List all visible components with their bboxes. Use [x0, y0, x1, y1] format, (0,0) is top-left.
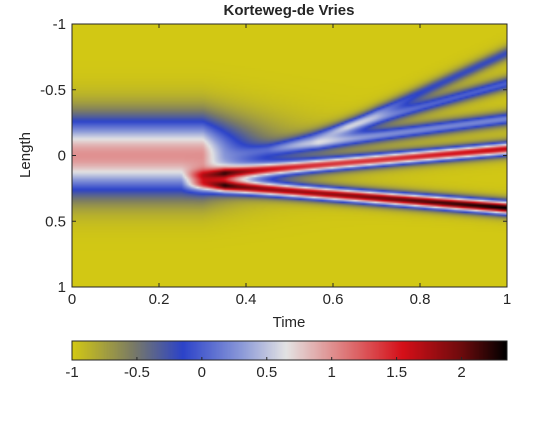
colorbar-tick-label: -1	[65, 364, 78, 381]
y-tick-label: 0	[58, 148, 66, 165]
chart-title: Korteweg-de Vries	[224, 2, 355, 19]
x-tick-label: 0.6	[323, 291, 344, 308]
colorbar-tick-label: 1.5	[386, 364, 407, 381]
plot-area	[71, 23, 508, 288]
colorbar-frame	[71, 340, 508, 361]
x-tick-label: 0.8	[410, 291, 431, 308]
heatmap-image	[72, 24, 507, 287]
y-tick-label: 0.5	[45, 213, 66, 230]
colorbar-tick-label: 2	[457, 364, 465, 381]
y-axis-label: Length	[17, 132, 34, 178]
colorbar-tick-label: 1	[328, 364, 336, 381]
colorbar-tick-label: 0.5	[256, 364, 277, 381]
colorbar-gradient	[72, 341, 507, 360]
y-axis: -1 -0.5 0 0.5 1	[40, 16, 507, 296]
x-axis-label: Time	[273, 314, 306, 331]
y-tick-label: -1	[53, 16, 66, 33]
x-tick-label: 1	[503, 291, 511, 308]
y-tick-label: 1	[58, 279, 66, 296]
x-tick-label: 0	[68, 291, 76, 308]
x-tick-label: 0.4	[236, 291, 257, 308]
colorbar-ticks: -1 -0.5 0 0.5 1 1.5 2	[65, 357, 466, 381]
x-tick-label: 0.2	[149, 291, 170, 308]
x-axis: 0 0.2 0.4 0.6 0.8 1	[68, 24, 511, 308]
colorbar-tick-label: -0.5	[124, 364, 150, 381]
y-tick-label: -0.5	[40, 82, 66, 99]
colorbar-tick-label: 0	[198, 364, 206, 381]
colorbar: -1 -0.5 0 0.5 1 1.5 2	[65, 340, 508, 381]
